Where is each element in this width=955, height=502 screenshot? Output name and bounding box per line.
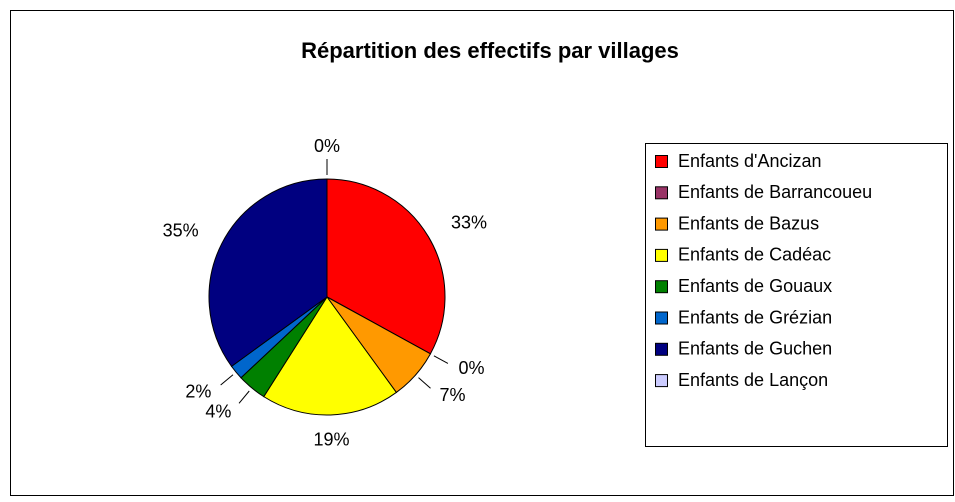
legend-swatch (655, 280, 668, 294)
legend-label: Enfants de Lançon (678, 370, 828, 390)
legend-box (645, 143, 948, 447)
legend-swatch (655, 374, 668, 388)
data-label: 0% (314, 136, 340, 156)
legend-label: Enfants de Grézian (678, 307, 832, 327)
legend-swatch (655, 311, 668, 325)
pie-slice (208, 178, 328, 368)
pie-slice (263, 296, 398, 416)
legend-label: Enfants d'Ancizan (678, 151, 822, 171)
legend-swatch (655, 248, 668, 262)
data-label: 0% (458, 358, 484, 378)
data-label: 19% (314, 430, 350, 450)
leader-line (418, 377, 431, 389)
legend-label: Enfants de Bazus (678, 213, 819, 233)
data-label: 4% (205, 401, 231, 421)
legend-label: Enfants de Barrancoueu (678, 182, 872, 202)
legend-label: Enfants de Cadéac (678, 245, 831, 265)
leader-line (238, 390, 250, 404)
pie-slice (326, 178, 446, 355)
legend-label: Enfants de Gouaux (678, 276, 832, 296)
chart-title: Répartition des effectifs par villages (301, 38, 679, 63)
leader-line (220, 374, 234, 386)
legend-swatch (655, 342, 668, 356)
legend-swatch (655, 155, 668, 168)
data-label: 33% (451, 212, 487, 232)
data-label: 2% (185, 381, 211, 401)
data-label: 7% (440, 385, 466, 405)
legend-swatch (655, 186, 668, 200)
data-label: 35% (163, 220, 199, 240)
legend-label: Enfants de Guchen (678, 339, 832, 359)
leader-line (433, 355, 449, 364)
legend-swatch (655, 217, 668, 231)
